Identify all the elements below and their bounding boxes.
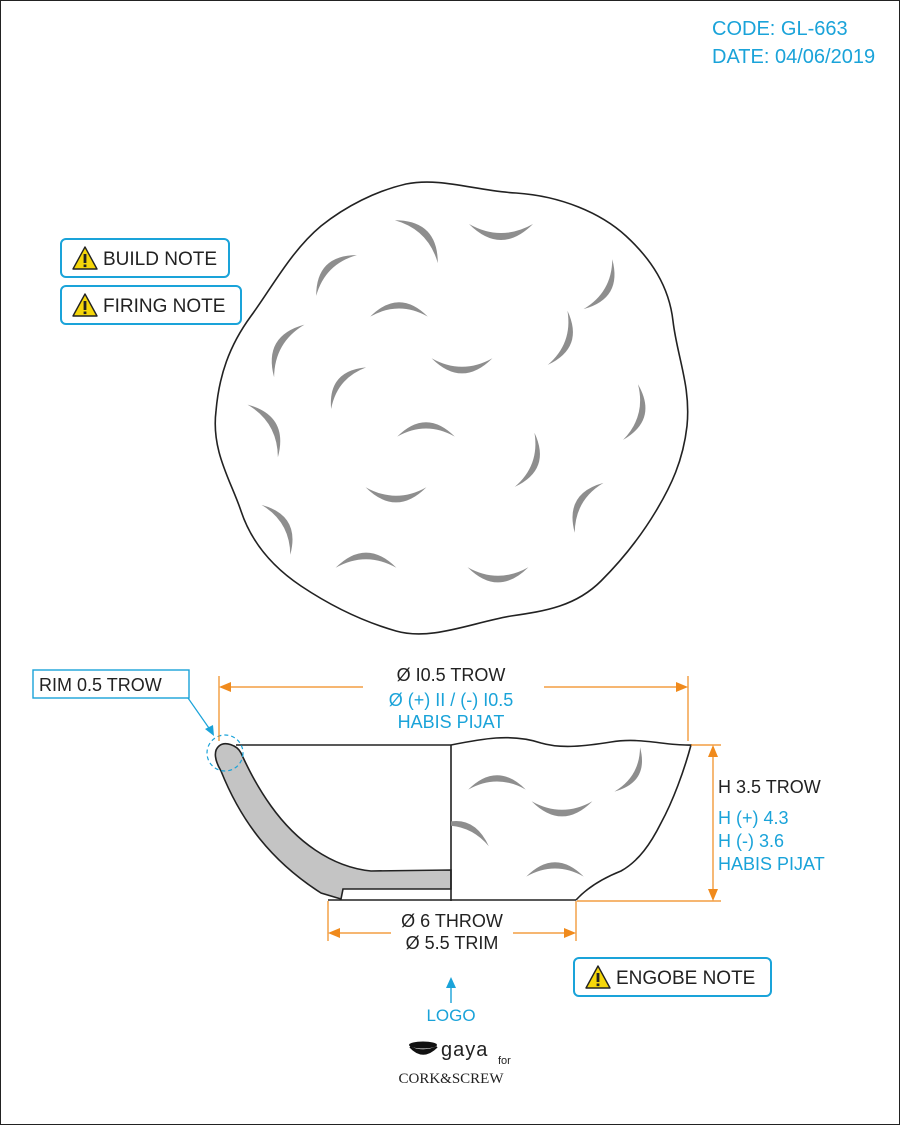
section-view xyxy=(214,736,693,901)
rim-label: RIM 0.5 TROW xyxy=(39,675,162,695)
height-plus: H (+) 4.3 xyxy=(718,808,789,828)
build-note-badge[interactable]: BUILD NOTE xyxy=(60,238,230,278)
crescent-pattern xyxy=(247,209,652,583)
top-diameter-nominal: Ø I0.5 TROW xyxy=(397,665,506,685)
top-diameter-finish: HABIS PIJAT xyxy=(398,712,505,732)
date-label: DATE: 04/06/2019 xyxy=(712,46,875,68)
firing-note-badge[interactable]: FIRING NOTE xyxy=(60,285,242,325)
rim-callout[interactable]: RIM 0.5 TROW xyxy=(32,669,244,772)
base-diameter-dimension: Ø 6 THROW Ø 5.5 TRIM xyxy=(327,901,577,953)
engobe-note-label: ENGOBE NOTE xyxy=(616,968,755,989)
plate-outline xyxy=(214,181,689,635)
partner-name: CORK&SCREW xyxy=(398,1071,504,1087)
height-nominal: H 3.5 TROW xyxy=(718,777,821,797)
brand-logo: gaya for CORK&SCREW xyxy=(398,1039,511,1087)
brand-for: for xyxy=(498,1055,511,1067)
height-finish: HABIS PIJAT xyxy=(718,854,825,874)
rim-detail-circle xyxy=(206,734,244,772)
height-dimension: H 3.5 TROW H (+) 4.3 H (-) 3.6 HABIS PIJ… xyxy=(577,744,825,902)
top-view xyxy=(214,181,689,635)
code-label: CODE: GL-663 xyxy=(712,18,848,40)
firing-note-label: FIRING NOTE xyxy=(103,296,225,317)
top-diameter-dimension: Ø I0.5 TROW Ø (+) II / (-) I0.5 HABIS PI… xyxy=(218,665,689,741)
side-crescent-pattern xyxy=(451,747,652,877)
wall-section xyxy=(214,743,452,901)
logo-marker-label: LOGO xyxy=(426,1006,475,1025)
logo-marker: LOGO xyxy=(426,977,476,1025)
engobe-note-badge[interactable]: ENGOBE NOTE xyxy=(573,957,772,997)
brand-name: gaya xyxy=(441,1039,488,1061)
bowl-logo-icon xyxy=(409,1046,438,1055)
up-arrow-icon xyxy=(446,977,456,988)
base-diameter-trim: Ø 5.5 TRIM xyxy=(406,933,499,953)
base-diameter-throw: Ø 6 THROW xyxy=(401,911,503,931)
height-minus: H (-) 3.6 xyxy=(718,831,784,851)
build-note-label: BUILD NOTE xyxy=(103,249,217,270)
bowl-side-profile xyxy=(450,736,693,901)
top-diameter-tolerance: Ø (+) II / (-) I0.5 xyxy=(389,690,514,710)
